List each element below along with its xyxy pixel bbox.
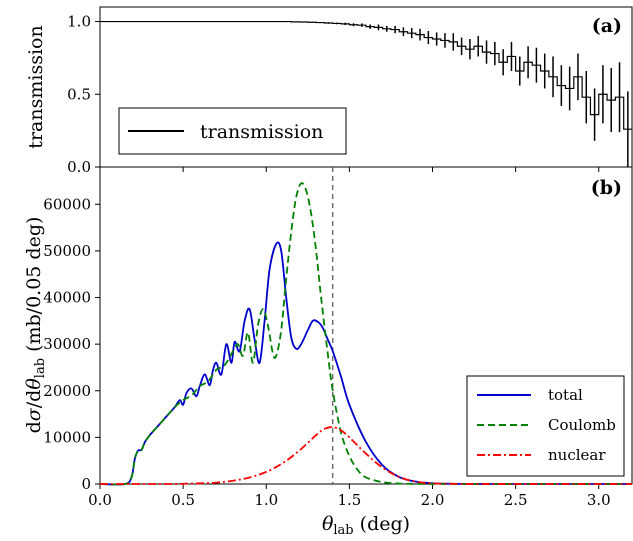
panel-b-x-tick-label: 3.0 [587,491,611,509]
transmission-series [100,20,632,167]
panel-b-y-tick-label: 20000 [43,382,91,400]
panel-b-y-axis-label: dσ/dθlab (mb/0.05 deg) [23,217,48,434]
panel-b-series [99,182,632,486]
panel-a-label: (a) [592,15,622,37]
panel-b-y-tick-label: 0 [81,475,91,493]
panel-b-legend-entries: total Coulomb nuclear [477,386,616,464]
panel-a-y-axis-label: transmission [25,25,47,148]
panel-b-y-tick-label: 60000 [43,195,91,213]
panel-a-y-tick-label: 0.5 [67,85,91,103]
legend-label-total: total [548,386,583,404]
panel-a-y-ticks: 0.0 0.5 1.0 [67,13,100,176]
panel-b-x-ticks: 0.0 0.5 1.0 1.5 2.0 2.5 3.0 [88,484,611,509]
panel-b-x-tick-label: 1.0 [254,491,278,509]
legend-label-nuclear: nuclear [548,446,606,464]
panel-b-y-ticks: 0 10000 20000 30000 40000 50000 60000 [43,195,100,493]
panel-b: 0 10000 20000 30000 40000 50000 60000 0.0 0.5 1.… [23,166,633,538]
panel-b-y-tick-label: 50000 [43,242,91,260]
panel-b-frame [99,166,633,485]
legend-label-coulomb: Coulomb [548,416,616,434]
panel-b-y-tick-label: 40000 [43,289,91,307]
panel-a-x-ticks [99,167,600,172]
panel-b-label: (b) [591,177,622,199]
panel-b-x-tick-label: 0.0 [88,491,112,509]
panel-b-y-tick-label: 30000 [43,335,91,353]
panel-b-legend: total Coulomb nuclear [466,375,625,477]
panel-a: 0.0 0.5 1.0 (a) transmission transmission [25,6,633,176]
series-line-nuclear [99,426,632,485]
panel-a-y-tick-label: 0.0 [67,158,91,176]
series-line-coulomb [99,182,632,486]
panel-b-x-tick-label: 2.0 [421,491,445,509]
legend-label-transmission: transmission [200,121,323,143]
panel-a-legend: transmission [118,107,347,155]
panel-a-y-tick-label: 1.0 [67,13,91,31]
panel-b-x-tick-label: 1.5 [337,491,361,509]
panel-b-x-tick-label: 0.5 [171,491,195,509]
panel-b-x-axis-label: θlab (deg) [322,513,410,538]
panel-b-x-tick-label: 2.5 [504,491,528,509]
panel-b-y-tick-label: 10000 [43,428,91,446]
